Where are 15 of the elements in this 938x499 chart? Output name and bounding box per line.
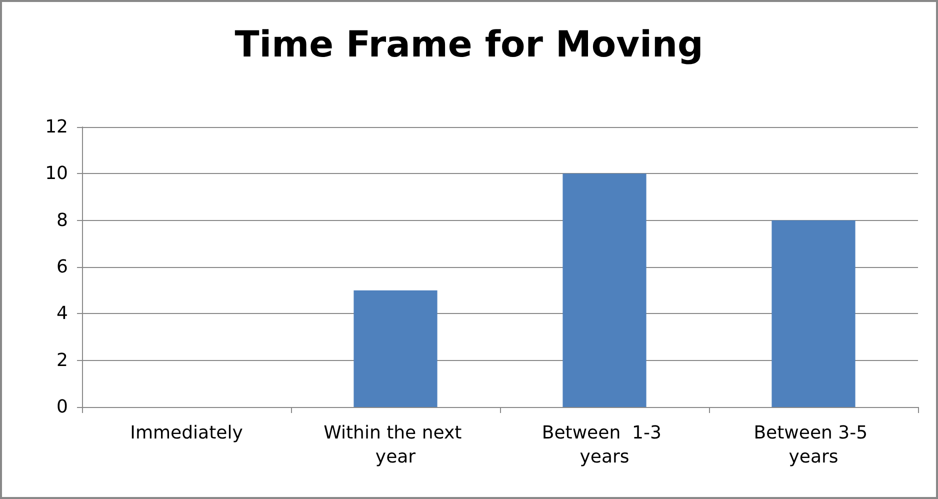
x-tick-label: Within the next year bbox=[324, 422, 468, 468]
y-tick-label: 12 bbox=[45, 116, 68, 138]
x-tick-label: Immediately bbox=[130, 422, 244, 444]
x-tick-label: Between 3-5 years bbox=[754, 422, 874, 468]
bar bbox=[562, 174, 646, 407]
y-tick-label: 4 bbox=[56, 303, 68, 324]
bar bbox=[354, 290, 438, 407]
chart-title: Time Frame for Moving bbox=[234, 24, 704, 66]
x-tick-label: Between 1-3 years bbox=[542, 422, 668, 468]
y-tick-label: 10 bbox=[45, 163, 68, 184]
y-tick-label: 6 bbox=[56, 256, 68, 278]
bar bbox=[772, 220, 856, 407]
y-tick-label: 0 bbox=[56, 396, 68, 418]
y-tick-label: 8 bbox=[56, 210, 68, 231]
y-tick-label: 2 bbox=[56, 350, 68, 371]
